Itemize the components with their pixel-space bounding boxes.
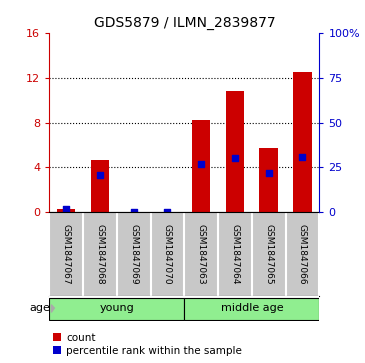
Point (63, 206, 69, 212)
Bar (260, 148, 278, 212)
Title: GDS5879 / ILMN_2839877: GDS5879 / ILMN_2839877 (93, 16, 275, 30)
Bar (293, 72, 312, 212)
Text: young: young (99, 303, 134, 313)
Text: GSM1847070: GSM1847070 (163, 224, 172, 285)
Text: GSM1847069: GSM1847069 (129, 224, 138, 285)
Legend: count, percentile rank within the sample: count, percentile rank within the sample (53, 333, 242, 356)
Text: GSM1847066: GSM1847066 (298, 224, 307, 285)
Bar (192, 120, 211, 212)
FancyBboxPatch shape (49, 298, 184, 320)
FancyBboxPatch shape (184, 298, 319, 320)
Text: GSM1847067: GSM1847067 (62, 224, 71, 285)
Text: GSM1847064: GSM1847064 (230, 224, 239, 284)
Bar (91, 160, 109, 212)
Text: GSM1847063: GSM1847063 (197, 224, 206, 285)
Point (97, 172, 103, 178)
Point (232, 156, 238, 162)
Text: age: age (29, 303, 50, 313)
Point (198, 161, 204, 167)
Point (165, 209, 170, 215)
Point (131, 209, 137, 215)
Polygon shape (51, 305, 54, 312)
Bar (226, 91, 244, 212)
Point (266, 170, 272, 176)
Bar (57, 209, 76, 212)
Text: GSM1847065: GSM1847065 (264, 224, 273, 285)
Text: middle age: middle age (220, 303, 283, 313)
Point (300, 154, 306, 160)
Text: GSM1847068: GSM1847068 (95, 224, 104, 285)
